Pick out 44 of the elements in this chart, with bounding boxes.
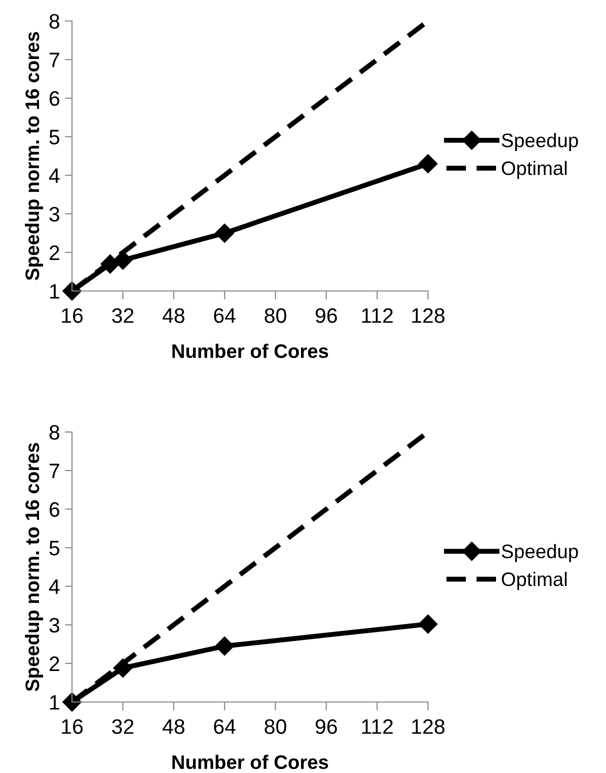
y-tick-label: 5 [49,130,60,144]
y-tick-label: 5 [49,540,60,556]
legend-label: Optimal [502,160,567,179]
x-tick-label: 128 [412,719,444,734]
x-tick-label: 80 [264,308,286,323]
x-tick-label: 96 [316,308,337,323]
y-tick-label: 1 [50,695,60,710]
y-tick-label: 4 [49,168,60,183]
x-tick-label: 32 [112,308,134,323]
point [215,224,234,243]
y-tick-label: 8 [50,425,60,440]
x-axis-title: Number of Cores [172,754,328,770]
x-tick-label: 48 [162,719,184,734]
x-tick-label: 64 [214,308,236,323]
x-tick-label: 32 [112,719,134,734]
y-axis-title: Speedup norm. to 16 cores [24,442,44,692]
y-axis-title: Speedup norm. to 16 cores [24,32,44,280]
legend-label: Optimal [502,572,567,590]
x-tick-label: 16 [62,719,83,734]
point [215,636,234,656]
y-tick-label: 4 [49,580,60,594]
x-tick-label: 48 [162,308,184,323]
x-tick-label: 112 [362,308,393,323]
x-tick-label: 16 [62,308,83,323]
y-tick-label: 8 [50,14,60,29]
y-tick-label: 6 [50,91,60,106]
y-tick-label: 3 [49,618,60,633]
y-tick-label: 7 [50,464,60,478]
y-tick-label: 2 [50,245,60,260]
y-tick-label: 1 [50,284,60,299]
legend-label: Speedup [502,544,578,562]
y-tick-label: 7 [50,52,60,68]
x-tick-label: 128 [412,308,444,323]
x-tick-label: 64 [214,719,236,734]
point [418,154,438,174]
x-tick-label: 96 [316,719,337,734]
x-tick-label: 80 [264,719,286,734]
y-tick-label: 2 [50,656,60,671]
x-tick-label: 112 [362,719,393,734]
x-axis-title: Number of Cores [172,344,328,358]
point [418,614,438,634]
y-tick-label: 6 [50,502,60,517]
y-tick-label: 3 [49,206,60,222]
legend-label: Speedup [502,133,578,152]
